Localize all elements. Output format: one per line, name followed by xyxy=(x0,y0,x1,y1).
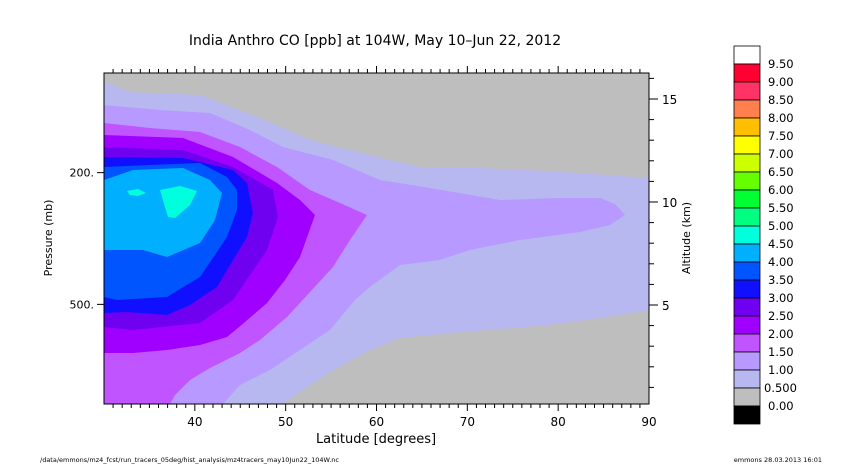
colorbar-label: 2.00 xyxy=(768,327,794,341)
footer-stamp: emmons 28.03.2013 16:01 xyxy=(734,456,822,464)
x-tick-label: 80 xyxy=(551,415,566,429)
colorbar-swatch xyxy=(733,117,761,137)
colorbar-swatch xyxy=(733,297,761,317)
contour-region-4_50 xyxy=(127,189,146,196)
colorbar-swatch xyxy=(733,315,761,335)
colorbar-label: 1.50 xyxy=(768,345,794,359)
colorbar-swatch xyxy=(733,369,761,389)
colorbar-swatch xyxy=(733,63,761,83)
colorbar-swatch xyxy=(733,351,761,371)
colorbar-label: 2.50 xyxy=(768,309,794,323)
colorbar-swatch xyxy=(733,207,761,227)
colorbar-label: 6.00 xyxy=(768,183,794,197)
colorbar-label: 1.00 xyxy=(768,363,794,377)
x-tick-label: 90 xyxy=(641,415,656,429)
y2-axis-label: Altitude (km) xyxy=(680,202,693,274)
colorbar-label: 8.50 xyxy=(768,93,794,107)
colorbar-swatch xyxy=(733,153,761,173)
chart-title: India Anthro CO [ppb] at 104W, May 10–Ju… xyxy=(189,33,561,49)
colorbar-swatch xyxy=(733,45,761,65)
colorbar-swatch xyxy=(733,243,761,263)
colorbar-swatch xyxy=(733,225,761,245)
colorbar-swatch xyxy=(733,279,761,299)
colorbar-label: 4.50 xyxy=(768,237,794,251)
y-axis-label: Pressure (mb) xyxy=(42,200,55,277)
x-tick-label: 70 xyxy=(460,415,475,429)
colorbar: 9.50 9.00 8.50 8.00 7.50 7.00 6.50 6.00 5.50 5.00… xyxy=(733,45,797,425)
colorbar-swatch xyxy=(733,99,761,119)
colorbar-label: 0.00 xyxy=(768,399,794,413)
colorbar-label: 6.50 xyxy=(768,165,794,179)
y2-tick-label: 5 xyxy=(662,299,670,313)
colorbar-label: 9.50 xyxy=(768,57,794,71)
colorbar-swatch xyxy=(733,81,761,101)
colorbar-label: 5.50 xyxy=(768,201,794,215)
y2-tick-label: 10 xyxy=(662,196,677,210)
colorbar-label: 8.00 xyxy=(768,111,794,125)
x-tick-label: 60 xyxy=(369,415,384,429)
x-tick-label: 40 xyxy=(187,415,202,429)
colorbar-swatch xyxy=(733,135,761,155)
colorbar-label: 4.00 xyxy=(768,255,794,269)
colorbar-swatch xyxy=(733,171,761,191)
contour-region-4_50 xyxy=(160,186,197,218)
colorbar-label: 0.500 xyxy=(764,381,797,395)
colorbar-swatch xyxy=(733,333,761,353)
colorbar-label: 7.00 xyxy=(768,147,794,161)
colorbar-swatch xyxy=(733,189,761,209)
colorbar-label: 3.50 xyxy=(768,273,794,287)
y-tick-label: 500. xyxy=(70,298,95,311)
colorbar-label: 5.00 xyxy=(768,219,794,233)
colorbar-swatch xyxy=(733,387,761,407)
y-tick-label: 200. xyxy=(70,167,95,180)
footer-path: /data/emmons/mz4_fcst/run_tracers_05deg/… xyxy=(40,456,339,464)
colorbar-label: 9.00 xyxy=(768,75,794,89)
y2-tick-label: 15 xyxy=(662,93,677,107)
colorbar-label: 7.50 xyxy=(768,129,794,143)
x-axis-label: Latitude [degrees] xyxy=(316,432,436,447)
plot-area xyxy=(103,72,650,405)
colorbar-swatch xyxy=(733,261,761,281)
x-tick-label: 50 xyxy=(278,415,293,429)
colorbar-label: 3.00 xyxy=(768,291,794,305)
colorbar-swatch xyxy=(733,405,761,425)
